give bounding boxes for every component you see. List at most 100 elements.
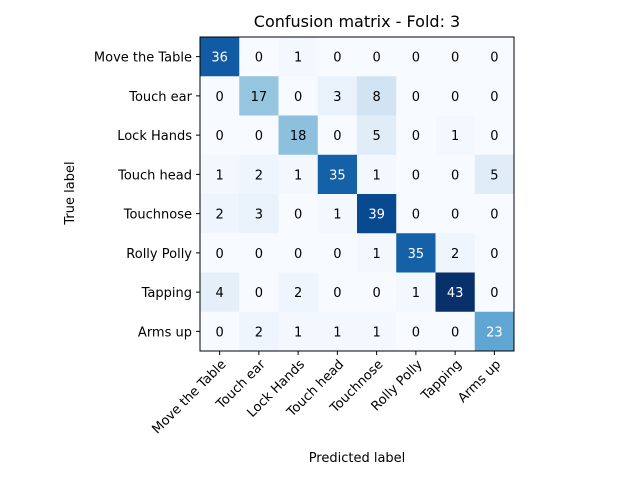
heatmap-cell [474,37,515,77]
heatmap-cell [357,76,397,116]
heatmap-cell [474,194,515,234]
heatmap-cell [278,311,319,352]
cell-value-label: 0 [451,90,459,105]
y-tick-label: Tapping [141,286,192,301]
cell-value-label: 0 [333,129,341,144]
cell-value-label: 0 [215,325,223,340]
cell-value-label: 1 [412,286,420,301]
cell-value-label: 0 [490,208,498,223]
heatmap-cell [357,272,397,313]
cell-value-label: 23 [486,325,503,340]
heatmap-cell [239,233,279,273]
cell-value-label: 0 [372,51,380,66]
cell-value-label: 1 [215,168,223,183]
cell-value-label: 0 [451,208,459,223]
y-tick-label: Rolly Polly [126,247,192,262]
heatmap-cell [239,115,279,156]
heatmap-cell [396,194,436,234]
heatmap-cell [357,154,397,195]
cell-value-label: 0 [294,247,302,262]
cell-value-label: 35 [408,247,425,262]
cell-value-label: 1 [372,325,380,340]
y-tick-label: Arms up [138,325,192,340]
heatmap-cell-labels: 36 0 1 0 0 0 0 00 17 0 3 8 0 0 00 0 18 0 5 0 1 01 2 1 35 1 0 0 52 3 0 1… [211,51,502,341]
heatmap-cell [239,311,279,352]
cell-value-label: 0 [412,208,420,223]
heatmap-cell [317,76,358,116]
heatmap-cell [278,115,319,156]
heatmap-cell [396,311,436,352]
heatmap-cell [357,37,397,77]
cell-value-label: 4 [215,286,223,301]
cell-value-label: 35 [329,168,346,183]
cell-value-label: 2 [294,286,302,301]
cell-value-label: 2 [451,247,459,262]
cell-value-label: 43 [447,286,464,301]
heatmap-cell [435,233,476,273]
y-tick-label: Touch ear [128,90,192,105]
heatmap-cell [317,37,358,77]
cell-value-label: 2 [215,208,223,223]
heatmap-cell [317,194,358,234]
cell-value-label: 1 [333,208,341,223]
heatmap-cell [317,311,358,352]
y-tick-label: Touch head [117,168,192,183]
heatmap-cell [435,37,476,77]
cell-value-label: 0 [255,286,263,301]
heatmap-cell [200,115,240,156]
cell-value-label: 1 [294,51,302,66]
heatmap-cell [357,311,397,352]
cell-value-label: 0 [372,286,380,301]
cell-value-label: 0 [490,247,498,262]
heatmap-cell [200,272,240,313]
cell-value-label: 39 [368,208,385,223]
cell-value-label: 1 [294,168,302,183]
cell-value-label: 18 [290,129,307,144]
heatmap-cell [317,233,358,273]
heatmap-cell [435,311,476,352]
heatmap-cell [357,115,397,156]
heatmap-cell [200,311,240,352]
cell-value-label: 5 [372,129,380,144]
y-axis-ticks: Move the Table Touch ear Lock Hands Touch h… [94,51,200,340]
heatmap-cell [278,233,319,273]
cell-value-label: 0 [490,129,498,144]
cell-value-label: 2 [255,325,263,340]
heatmap-cell [239,154,279,195]
heatmap-cell [435,154,476,195]
heatmap-cell [239,194,279,234]
cell-value-label: 3 [255,208,263,223]
heatmap-cell [278,154,319,195]
heatmap-cell [474,115,515,156]
heatmap-cell [435,194,476,234]
heatmap-cell [200,154,240,195]
cell-value-label: 0 [255,129,263,144]
cell-value-label: 0 [215,129,223,144]
cell-value-label: 0 [215,90,223,105]
heatmap-cell [278,76,319,116]
cell-value-label: 1 [333,325,341,340]
heatmap-cell [317,154,358,195]
cell-value-label: 0 [294,208,302,223]
cell-value-label: 0 [451,51,459,66]
cell-value-label: 0 [451,168,459,183]
heatmap-cell [435,115,476,156]
cell-value-label: 1 [372,247,380,262]
heatmap-cell [278,37,319,77]
cell-value-label: 0 [215,247,223,262]
y-tick-label: Lock Hands [117,129,192,144]
heatmap-cell [396,233,436,273]
heatmap-cell [396,272,436,313]
cell-value-label: 0 [412,325,420,340]
y-axis-label: True label [63,161,78,225]
cell-value-label: 0 [490,286,498,301]
heatmap-cells [200,37,515,352]
heatmap-cell [278,194,319,234]
chart-title: Confusion matrix - Fold: 3 [254,12,460,31]
cell-value-label: 0 [255,51,263,66]
heatmap-cell [200,233,240,273]
heatmap-cell [396,154,436,195]
cell-value-label: 0 [412,51,420,66]
